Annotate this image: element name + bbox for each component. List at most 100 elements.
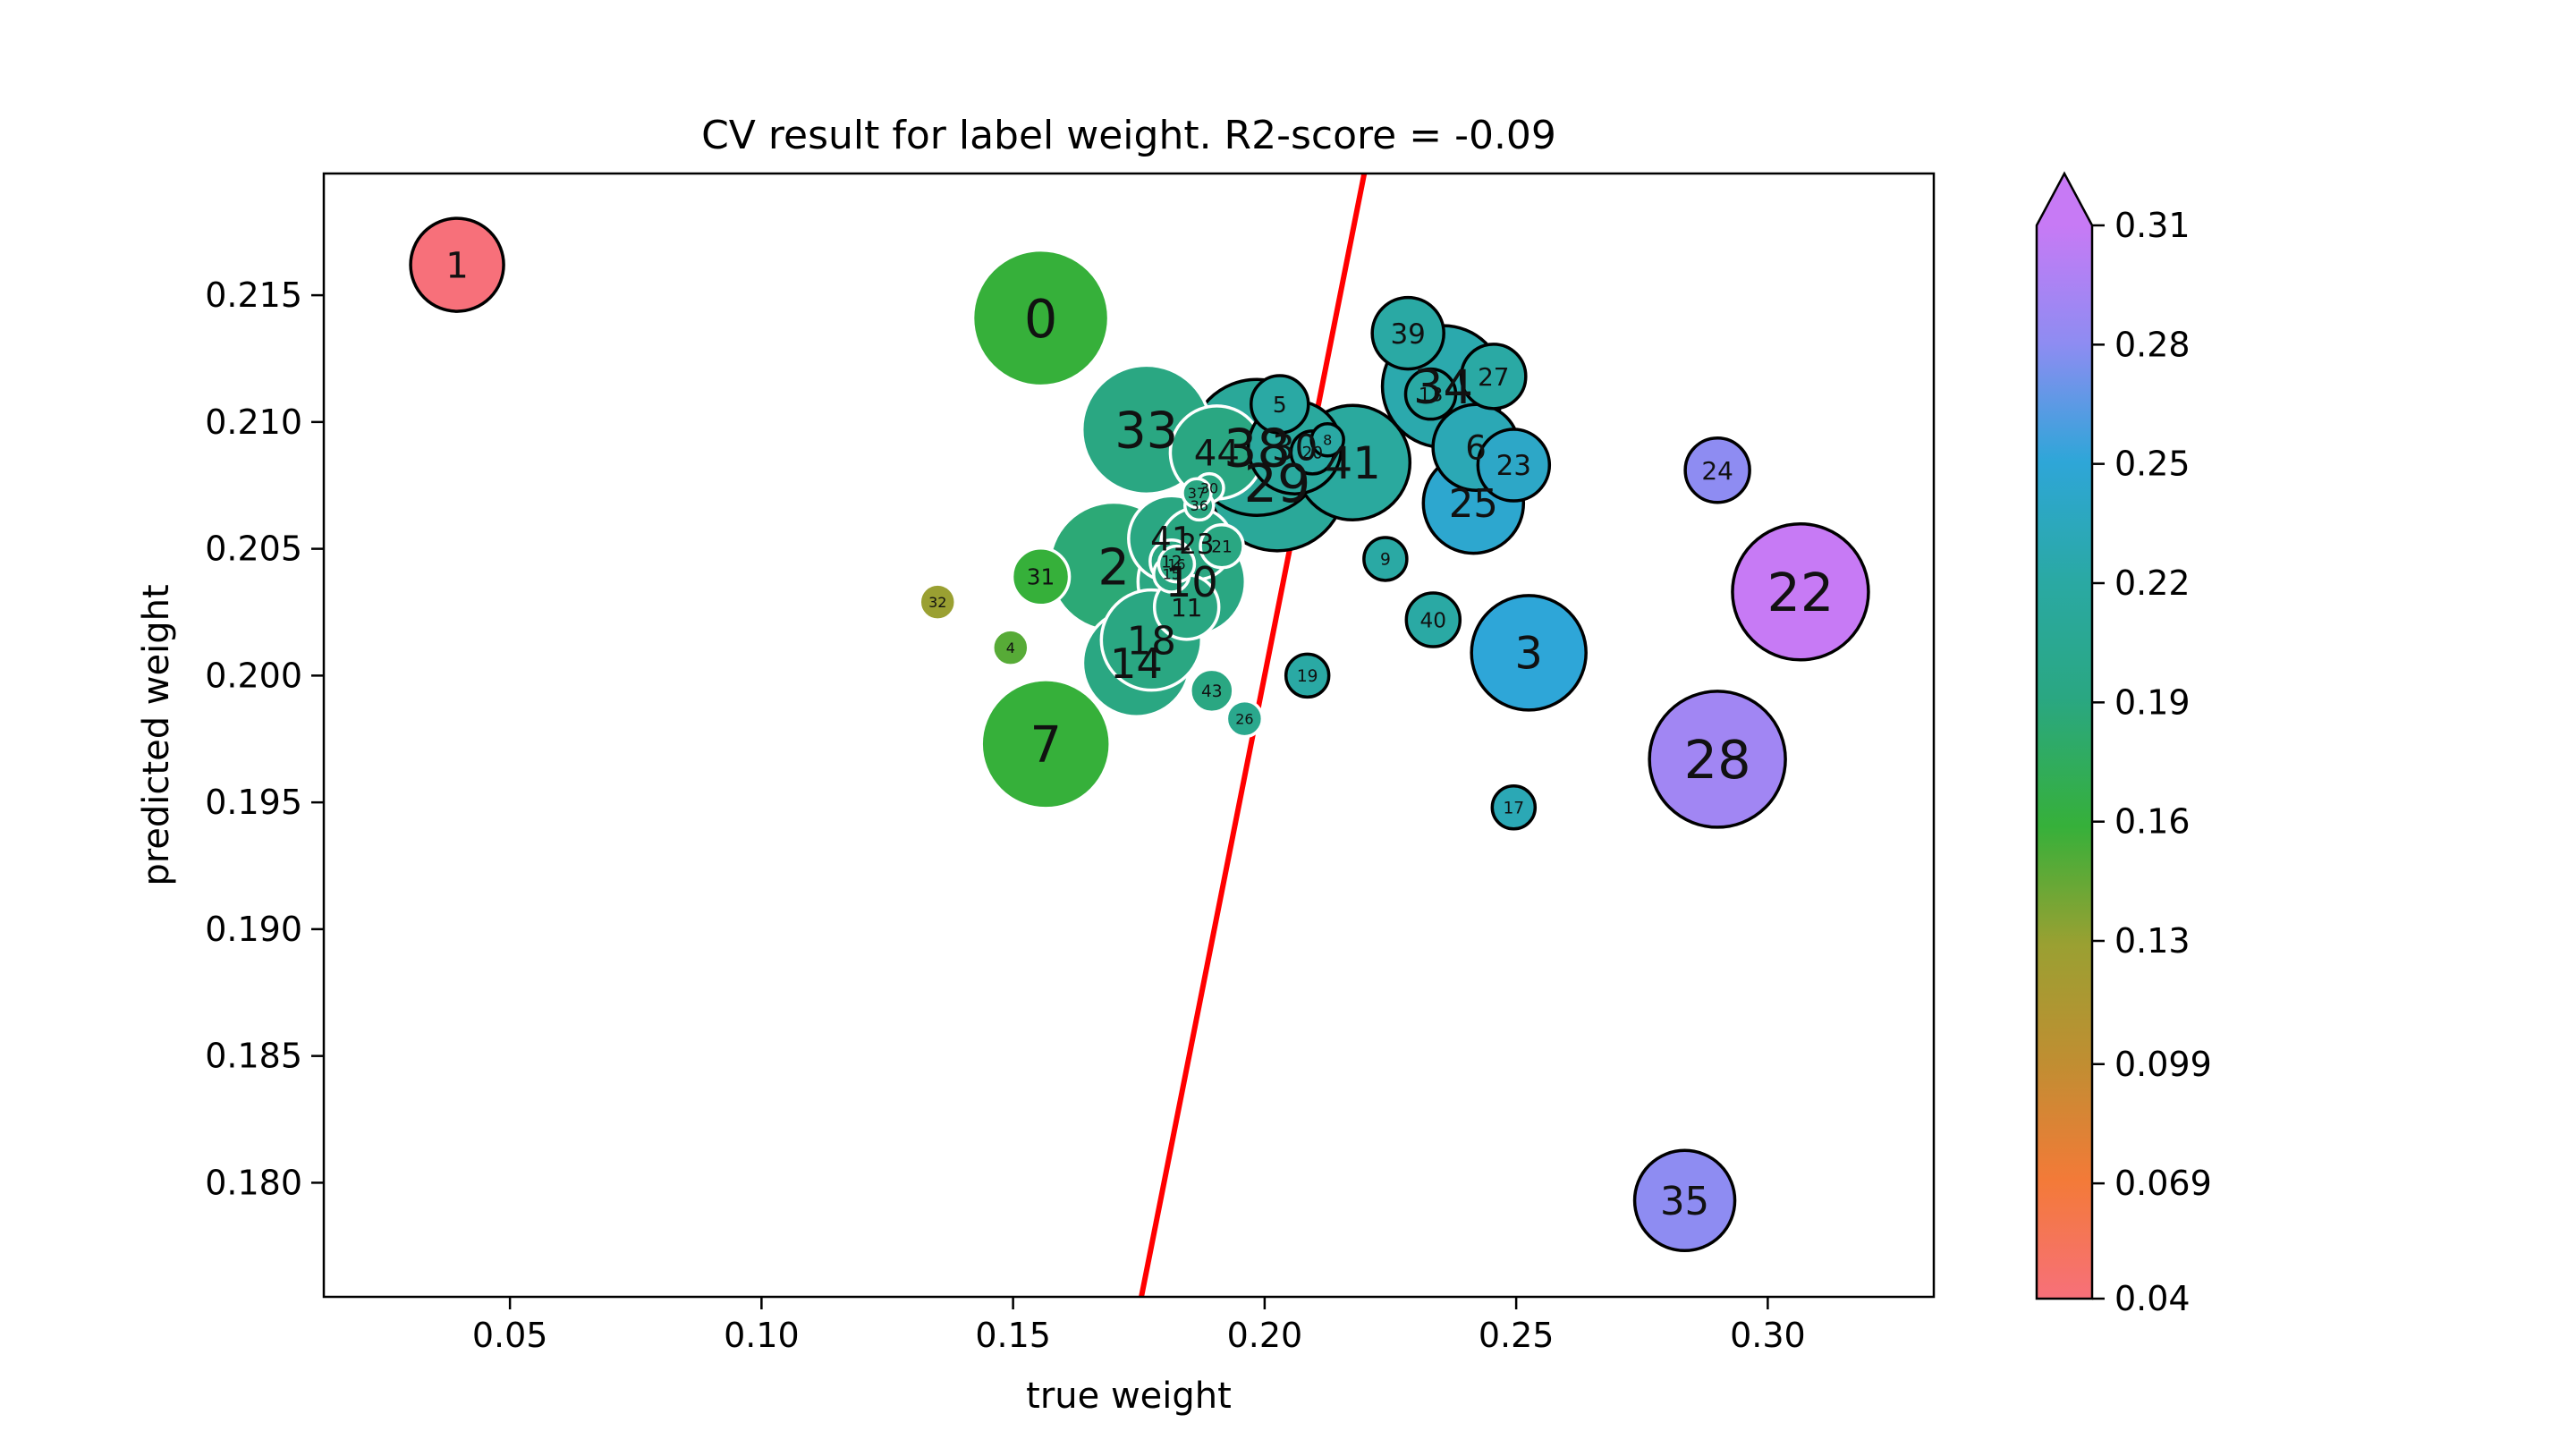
y-tick-label: 0.185 (205, 1037, 302, 1076)
plot-frame (322, 172, 1936, 1299)
point-label: 31 (1027, 564, 1055, 590)
point-label: 33 (1114, 402, 1178, 460)
colorbar-tick-label: 0.31 (2114, 206, 2190, 245)
x-tick-label: 0.15 (975, 1316, 1051, 1355)
point-label: 13 (1419, 384, 1444, 406)
colorbar-gradient (2037, 225, 2092, 1299)
point-label: 15 (1163, 566, 1181, 583)
point-label: 11 (1171, 593, 1203, 622)
y-tick-label: 0.180 (205, 1163, 302, 1202)
point-label: 41 (1325, 437, 1381, 489)
x-tick-label: 0.05 (472, 1316, 548, 1355)
point-label: 21 (1211, 538, 1233, 556)
point-label: 35 (1660, 1180, 1709, 1224)
point-label: 22 (1767, 562, 1834, 623)
point-label: 25 (1449, 482, 1498, 527)
chart-title: CV result for label weight. R2-score = -… (701, 113, 1556, 158)
scatter-point (918, 582, 957, 622)
colorbar: 0.04 0.069 0.099 0.13 0.16 0.19 0.22 0.25 0.28 0.… (2035, 171, 2212, 1318)
point-label: 43 (1201, 682, 1223, 701)
point-label: 10 (1165, 558, 1218, 606)
point-label: 32 (928, 594, 946, 611)
scatter-point (970, 248, 1111, 388)
x-tick-label: 0.20 (1227, 1316, 1303, 1355)
point-label: 36 (1191, 497, 1208, 514)
scatter-point (409, 216, 505, 313)
colorbar-tick-label: 0.069 (2114, 1164, 2212, 1203)
scatter-point (1309, 421, 1345, 458)
point-label: 26 (1235, 710, 1253, 727)
scatter-point (1250, 374, 1310, 435)
point-label: 2 (1097, 539, 1130, 597)
colorbar-tick-label: 0.22 (2114, 563, 2190, 603)
scatter-point (1157, 544, 1197, 584)
y-tick-label: 0.200 (205, 656, 302, 695)
point-label: 6 (1465, 428, 1487, 468)
x-tick-label: 0.25 (1479, 1316, 1555, 1355)
x-axis: 0.05 0.10 0.15 0.20 0.25 0.30 (472, 1297, 1806, 1355)
point-label: 4 (1006, 639, 1015, 656)
point-label: 8 (1323, 431, 1332, 448)
point-label: 3 (1514, 628, 1543, 680)
point-label: 20 (1301, 445, 1323, 463)
scatter-point (1648, 690, 1787, 829)
colorbar-outline (2035, 171, 2094, 1300)
scatter-point (1403, 367, 1458, 421)
point-label: 19 (1297, 667, 1318, 686)
colorbar-tick-label: 0.13 (2114, 921, 2190, 961)
scatter-point (1362, 536, 1409, 582)
point-label: 24 (1701, 456, 1733, 486)
point-label: 38 (1224, 417, 1291, 478)
x-axis-label: true weight (1026, 1376, 1232, 1417)
point-label: 0 (1024, 288, 1057, 350)
point-label: 44 (1194, 432, 1240, 474)
point-label: 30 (1200, 479, 1218, 496)
point-label: 18 (1127, 619, 1176, 664)
y-tick-label: 0.210 (205, 402, 302, 442)
x-tick-label: 0.30 (1730, 1316, 1806, 1355)
scatter-point (1199, 523, 1245, 570)
point-label: 23 (1496, 450, 1531, 482)
point-label: 37 (1188, 485, 1206, 502)
scatter-point (1683, 436, 1751, 504)
point-label: 34 (1413, 360, 1473, 415)
scatter-point (1284, 652, 1331, 699)
scatter-point (1370, 295, 1445, 371)
point-label: 28 (1684, 729, 1751, 791)
point-label: 40 (1420, 608, 1447, 632)
point-label: 39 (1390, 318, 1425, 351)
scatter-point (1470, 594, 1588, 712)
colorbar-extend-max (2037, 174, 2092, 225)
scatter-point (991, 628, 1030, 667)
scatter-point (1181, 477, 1213, 509)
colorbar-tick-label: 0.16 (2114, 802, 2190, 842)
colorbar-tick-label: 0.28 (2114, 325, 2190, 364)
y-tick-label: 0.195 (205, 783, 302, 822)
point-label: 16 (1167, 555, 1185, 572)
colorbar-tick-label: 0.04 (2114, 1279, 2190, 1318)
scatter-point (1476, 428, 1552, 503)
scatter-point (1731, 522, 1870, 662)
colorbar-tick-label: 0.099 (2114, 1045, 2212, 1084)
point-label: 14 (1110, 639, 1163, 688)
point-label: 23 (1179, 529, 1214, 561)
point-label: 27 (1478, 362, 1510, 392)
point-label: 12 (1161, 553, 1182, 572)
scatter-point (1632, 1148, 1737, 1253)
colorbar-tick-label: 0.19 (2114, 682, 2190, 722)
y-tick-label: 0.215 (205, 275, 302, 315)
point-label: 17 (1503, 799, 1524, 817)
y-tick-label: 0.205 (205, 529, 302, 569)
scatter-point (1010, 546, 1072, 607)
y-axis: 0.180 0.185 0.190 0.195 0.200 0.205 0.210 0.215 (205, 275, 324, 1202)
point-label: 9 (1380, 551, 1391, 570)
scatter-point (1189, 667, 1235, 715)
point-label: 7 (1030, 716, 1062, 775)
x-tick-label: 0.10 (724, 1316, 800, 1355)
scatter-point (1460, 343, 1528, 411)
colorbar-tick-label: 0.25 (2114, 445, 2190, 484)
point-label: 5 (1273, 392, 1287, 418)
scatter-point (979, 678, 1112, 810)
